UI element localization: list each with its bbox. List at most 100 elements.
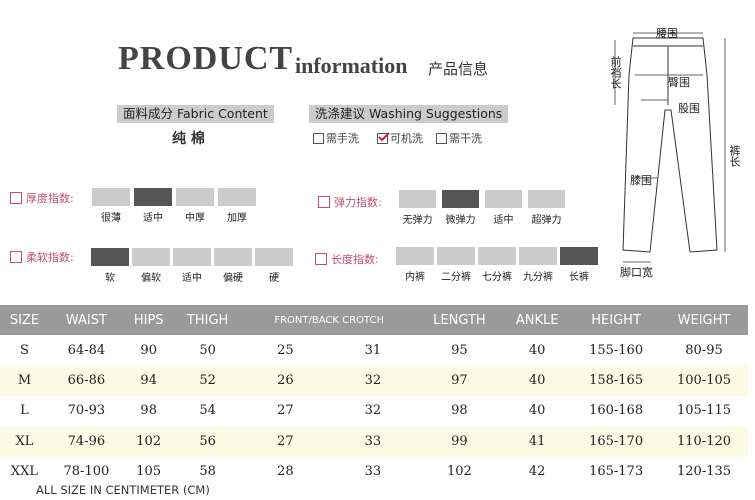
scale-option: 适中 xyxy=(143,213,163,224)
table-cell: 40 xyxy=(502,365,573,396)
scale-box xyxy=(437,247,475,265)
scale-option: 二分裤 xyxy=(441,272,471,283)
diagram-label: 前裆长 xyxy=(609,56,622,89)
scale-option: 偏软 xyxy=(141,273,161,284)
table-cell: 105 xyxy=(136,464,162,480)
scale-box xyxy=(173,248,211,266)
scale-box xyxy=(528,190,565,208)
header-cell: HIPS xyxy=(123,305,174,335)
diagram-label: 裤长 xyxy=(728,145,741,167)
table-cell: 160-168 xyxy=(589,403,644,419)
table-cell: 165-173 xyxy=(589,464,644,480)
wash-label: 可机洗 xyxy=(390,132,423,145)
table-cell: 31 xyxy=(364,342,382,358)
header-cell: LENGTH xyxy=(416,305,503,335)
scale-box xyxy=(255,248,293,266)
scale-label-text: 厚度指数: xyxy=(26,192,74,205)
scale-option: 微弹力 xyxy=(445,215,476,226)
table-cell: 99 xyxy=(416,426,503,457)
table-cell: 102 xyxy=(447,464,472,480)
table-cell: 74-96 xyxy=(48,426,124,457)
header-cell: FRONT/BACK CROTCH xyxy=(241,305,417,335)
fabric-value: 纯 棉 xyxy=(172,131,205,147)
table-cell: 155-160 xyxy=(589,342,644,358)
table-cell: 33 xyxy=(329,426,417,457)
table-cell: 33 xyxy=(364,464,382,480)
table-cell: 120-135 xyxy=(677,464,732,480)
table-cell: 98 xyxy=(140,403,157,419)
diagram-label: 股围 xyxy=(678,102,700,115)
table-cell: 110-120 xyxy=(660,426,748,457)
table-cell: 80-95 xyxy=(685,342,723,358)
table-cell: 40 xyxy=(528,403,546,419)
checkbox xyxy=(436,132,447,144)
scale-box xyxy=(396,247,434,265)
scale-box xyxy=(132,248,170,266)
table-cell: 158-165 xyxy=(572,365,661,396)
table-row: XL 74-96 102 56 27 33 99 41 165-170 110-120 xyxy=(0,426,748,457)
scale-label: 厚度指数: xyxy=(10,190,74,206)
table-cell: 98 xyxy=(451,403,468,419)
scale-box xyxy=(442,190,479,208)
diagram-label: 臀围 xyxy=(668,76,690,89)
header-cell: SIZE xyxy=(0,305,49,335)
table-cell: 66-86 xyxy=(48,365,124,396)
scale-label-text: 柔软指数: xyxy=(26,251,74,264)
table-cell: 56 xyxy=(173,426,242,457)
header-cell: THIGH xyxy=(173,305,242,335)
table-cell: 70-93 xyxy=(67,403,106,419)
wash-option: 需手洗 xyxy=(313,130,359,146)
scale-box xyxy=(176,188,214,206)
wash-label: 需干洗 xyxy=(449,132,482,145)
scale-option: 硬 xyxy=(269,273,279,284)
wash-option: 需干洗 xyxy=(436,130,482,146)
diagram-label: 膝围 xyxy=(630,174,652,187)
header-cell: ANKLE xyxy=(502,305,573,335)
table-cell: 42 xyxy=(528,464,546,480)
scale-label-text: 弹力指数: xyxy=(334,196,382,209)
table-row: M 66-86 94 52 26 32 97 40 158-165 100-105 xyxy=(0,365,748,396)
scale-label: 长度指数: xyxy=(315,251,379,267)
check-mark xyxy=(378,131,390,141)
header-cell: WAIST xyxy=(48,305,124,335)
checkbox xyxy=(313,132,324,144)
title: PRODUCT xyxy=(118,40,294,77)
v-icon xyxy=(315,253,327,265)
table-cell: 26 xyxy=(241,365,330,396)
pants-outline xyxy=(622,37,718,253)
scale-option: 加厚 xyxy=(227,213,247,224)
table-cell: XXL xyxy=(10,464,39,480)
table-cell: 64-84 xyxy=(67,342,106,358)
scale-box xyxy=(519,247,557,265)
scale-option: 软 xyxy=(105,273,115,284)
scale-option: 超弹力 xyxy=(531,215,562,226)
table-cell: 100-105 xyxy=(660,365,748,396)
table-cell: XL xyxy=(0,426,49,457)
table-row: S 64-84 90 50 25 31 95 40 155-160 80-95 xyxy=(0,335,748,365)
scale-box xyxy=(134,188,172,206)
table-row: XXL 78-100 105 58 28 33 102 42 165-173 120-135 xyxy=(0,457,748,487)
scale-box xyxy=(214,248,252,266)
table-cell: L xyxy=(20,403,29,419)
subtitle-cn: 产品信息 xyxy=(428,60,489,78)
subtitle: information xyxy=(295,53,408,78)
header-cell: HEIGHT xyxy=(572,305,661,335)
table-cell: 90 xyxy=(140,342,157,358)
pants-diagram xyxy=(614,32,726,263)
table-cell: 28 xyxy=(277,464,294,480)
fabric-label: 面料成分 Fabric Content xyxy=(117,105,274,123)
scale-option: 适中 xyxy=(182,273,202,284)
table-cell: 27 xyxy=(277,403,294,419)
table-cell: 25 xyxy=(277,342,294,358)
scale-box xyxy=(478,247,516,265)
table-cell: 58 xyxy=(199,464,216,480)
footnote: ALL SIZE IN CENTIMETER (CM) xyxy=(36,483,210,497)
scale-label: 柔软指数: xyxy=(10,249,74,265)
v-icon xyxy=(318,196,330,208)
table-cell: M xyxy=(0,365,49,396)
scale-option: 长裤 xyxy=(569,272,589,283)
table-cell: 40 xyxy=(528,342,546,358)
scale-option: 内裤 xyxy=(405,272,425,283)
table-cell: 105-115 xyxy=(677,403,732,419)
table-row: L 70-93 98 54 27 32 98 40 160-168 105-115 xyxy=(0,396,748,426)
